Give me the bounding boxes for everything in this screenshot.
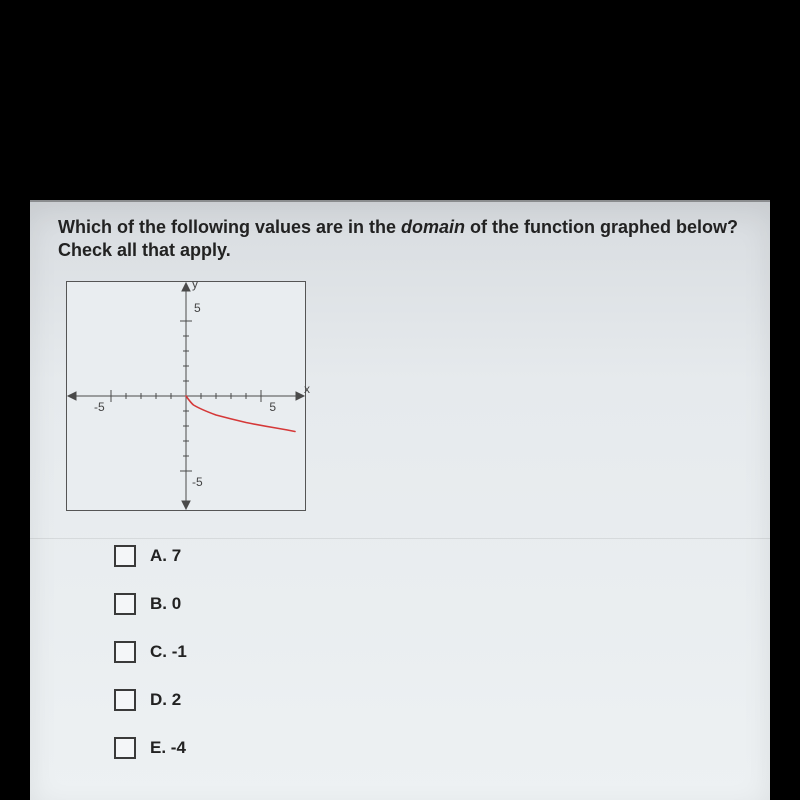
option-letter-d: D. <box>150 690 167 709</box>
option-row-b[interactable]: B. 0 <box>114 593 748 615</box>
option-label: A. 7 <box>150 546 181 566</box>
section-divider <box>30 538 770 539</box>
option-row-d[interactable]: D. 2 <box>114 689 748 711</box>
option-letter-b: B. <box>150 594 167 613</box>
graph-container: y x 5 -5 5 -5 <box>66 281 306 511</box>
option-row-e[interactable]: E. -4 <box>114 737 748 759</box>
option-row-a[interactable]: A. 7 <box>114 545 748 567</box>
function-curve <box>186 396 295 432</box>
options-list: A. 7 B. 0 C. -1 D <box>114 545 748 759</box>
option-row-c[interactable]: C. -1 <box>114 641 748 663</box>
checkbox-c[interactable] <box>114 641 136 663</box>
question-text: Which of the following values are in the… <box>58 216 748 263</box>
graph-svg <box>66 281 306 511</box>
checkbox-e[interactable] <box>114 737 136 759</box>
checkbox-a[interactable] <box>114 545 136 567</box>
quiz-content: Which of the following values are in the… <box>30 202 770 759</box>
question-prefix: Which of the following values are in the <box>58 217 401 237</box>
option-letter-e: E. <box>150 738 166 757</box>
option-value-e: -4 <box>171 738 186 757</box>
option-letter-c: C. <box>150 642 167 661</box>
option-label: E. -4 <box>150 738 186 758</box>
question-italic: domain <box>401 217 465 237</box>
option-value-d: 2 <box>172 690 181 709</box>
option-value-b: 0 <box>172 594 181 613</box>
option-label: D. 2 <box>150 690 181 710</box>
option-value-c: -1 <box>172 642 187 661</box>
option-letter-a: A. <box>150 546 167 565</box>
option-label: C. -1 <box>150 642 187 662</box>
quiz-screen: Which of the following values are in the… <box>30 200 770 800</box>
checkbox-b[interactable] <box>114 593 136 615</box>
option-value-a: 7 <box>172 546 181 565</box>
option-label: B. 0 <box>150 594 181 614</box>
checkbox-d[interactable] <box>114 689 136 711</box>
